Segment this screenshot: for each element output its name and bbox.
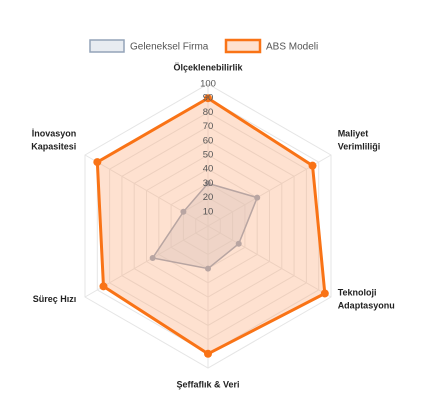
data-point: [93, 158, 102, 167]
axis-label: Verimliliği: [338, 141, 381, 151]
r-tick-label: 70: [203, 121, 214, 132]
axis-label: Maliyet: [338, 128, 369, 138]
data-point: [205, 180, 211, 187]
legend-label: Geleneksel Firma: [130, 42, 209, 53]
r-tick-label: 80: [203, 107, 214, 118]
axis-label: Ölçeklenebilirlik: [173, 62, 243, 72]
axis-label: Adaptasyonu: [338, 300, 395, 310]
data-point: [235, 240, 242, 247]
r-tick-label: 90: [203, 93, 214, 104]
data-point: [149, 254, 156, 261]
axis-label: Kapasitesi: [31, 141, 76, 151]
spoke: [84, 154, 209, 227]
r-tick-label: 100: [200, 79, 216, 90]
data-point: [204, 349, 212, 358]
r-tick-label: 20: [203, 192, 214, 203]
r-tick-label: 50: [203, 150, 214, 161]
axis-label: Teknoloji: [338, 287, 377, 297]
data-point: [204, 94, 212, 103]
legend-label: ABS Modeli: [266, 42, 318, 53]
data-point: [180, 208, 187, 215]
spoke: [207, 225, 332, 298]
data-point: [205, 265, 211, 272]
data-point: [308, 161, 317, 170]
r-tick-label: 40: [203, 164, 214, 175]
data-point: [254, 194, 261, 201]
r-tick-label: 30: [203, 178, 214, 189]
r-tick-label: 10: [203, 206, 214, 217]
legend-swatch: [89, 39, 125, 53]
r-tick-label: 60: [203, 135, 214, 146]
axis-label: Süreç Hızı: [33, 294, 77, 304]
axis-label: Şeffaflık & Veri: [176, 379, 239, 389]
data-point: [99, 282, 108, 291]
data-point: [320, 289, 329, 298]
axis-label: İnovasyon: [32, 128, 77, 138]
legend-swatch: [224, 38, 262, 54]
